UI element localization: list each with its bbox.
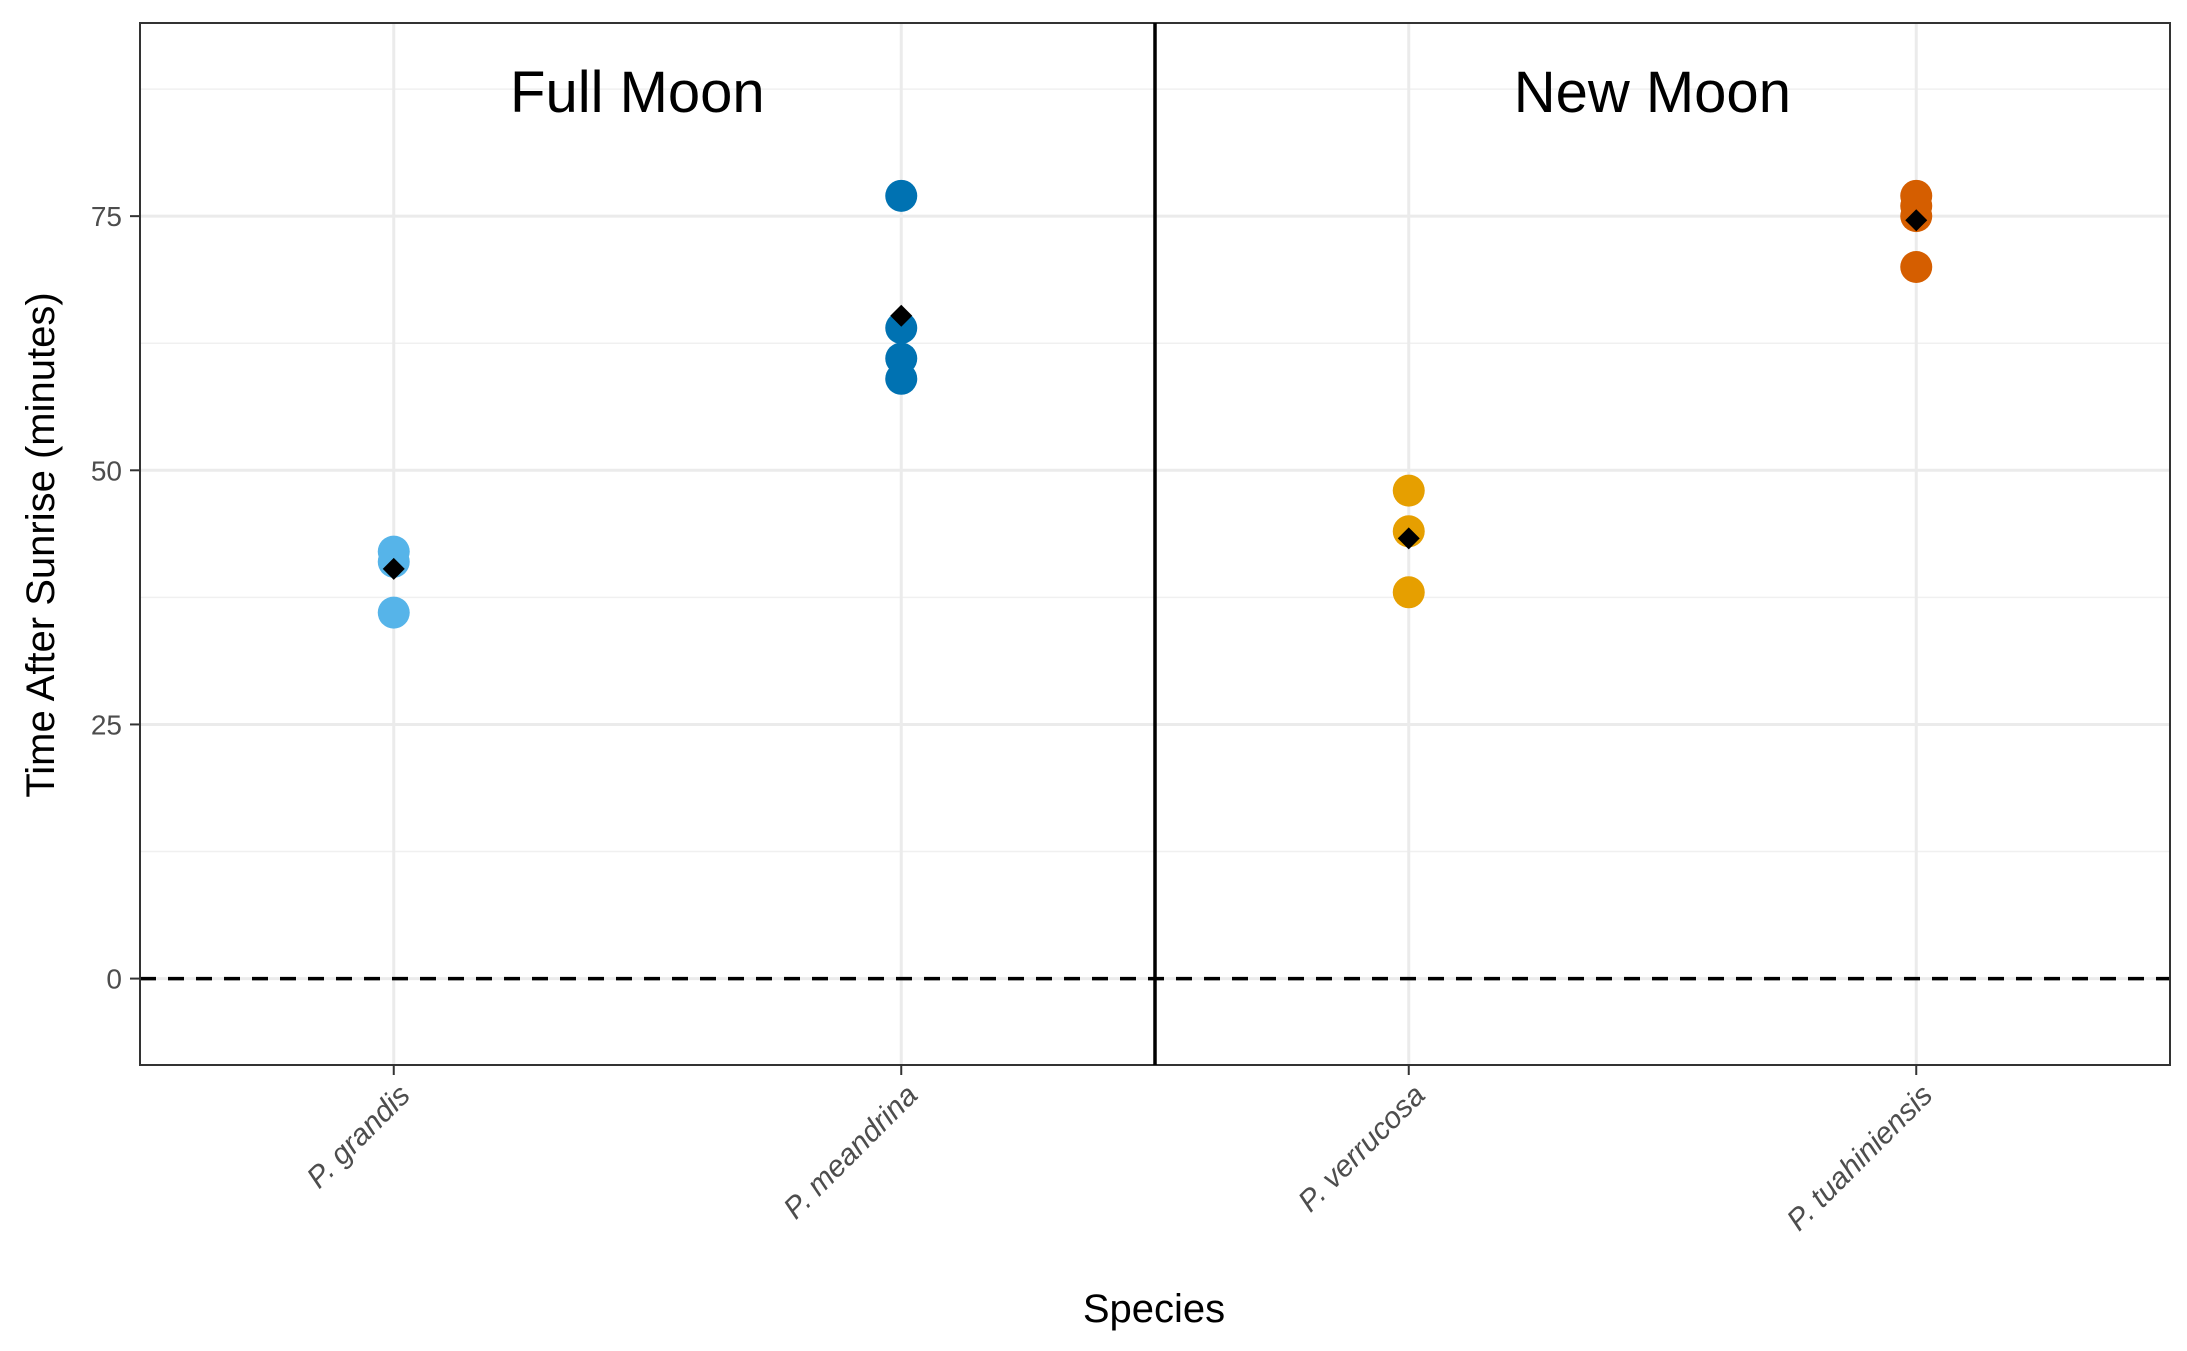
x-tick-label: P. grandis — [301, 1079, 417, 1195]
mean-marker — [382, 557, 405, 580]
data-point — [377, 596, 410, 629]
data-point — [885, 179, 918, 212]
x-tick-label: P. verrucosa — [1292, 1079, 1432, 1219]
y-tick-label: 0 — [106, 964, 122, 995]
x-tick-label: P. meandrina — [777, 1079, 924, 1226]
data-point — [1392, 474, 1425, 507]
y-tick-label: 25 — [91, 709, 122, 740]
mean-marker — [1397, 527, 1420, 550]
x-axis: P. grandis P. meandrina P. verrucosa P. tua… — [301, 1065, 1940, 1238]
x-tick-label: P. tuahiniensis — [1781, 1079, 1940, 1238]
mean-marker — [1905, 209, 1928, 232]
data-point — [1392, 576, 1425, 609]
y-axis-title: Time After Sunrise (minutes) — [19, 292, 63, 797]
data-point — [1900, 250, 1933, 283]
data-point — [885, 362, 918, 395]
data-point — [885, 311, 918, 344]
panel-label: Full Moon — [510, 60, 765, 125]
x-axis-title: Species — [1083, 1287, 1225, 1331]
panel-label: New Moon — [1514, 60, 1791, 125]
panel-labels: Full Moon New Moon — [510, 60, 1791, 125]
data-points — [377, 179, 1933, 629]
mean-marker — [890, 304, 913, 327]
y-tick-label: 50 — [91, 455, 122, 486]
y-axis: 0 25 50 75 — [91, 201, 140, 995]
plot-frame — [139, 22, 2171, 1066]
y-tick-label: 75 — [91, 201, 122, 232]
mean-markers — [382, 209, 1928, 580]
